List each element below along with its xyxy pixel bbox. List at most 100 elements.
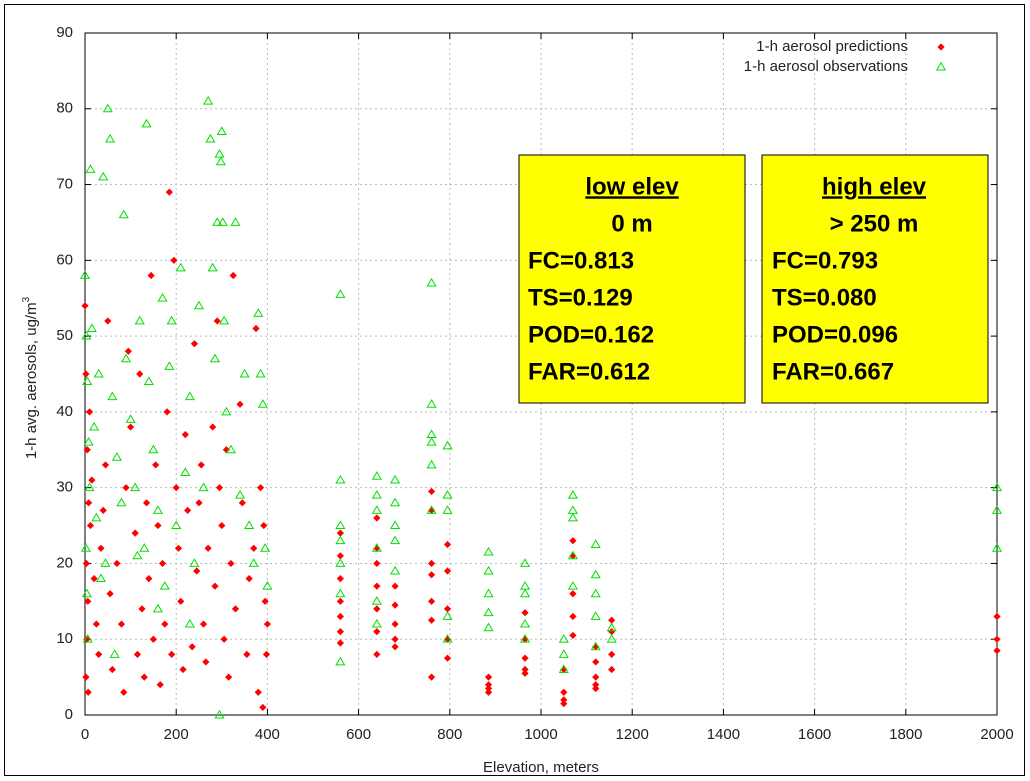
data-point [152, 603, 164, 613]
data-point [156, 681, 164, 689]
data-point [217, 217, 228, 226]
data-point [373, 582, 381, 590]
data-point [248, 558, 259, 567]
data-point [120, 353, 132, 363]
data-point [184, 618, 195, 628]
data-point [442, 440, 453, 450]
data-point [85, 408, 94, 416]
data-point [443, 605, 452, 613]
x-tick-label: 1800 [889, 726, 922, 743]
annotation-text: high elev [822, 173, 927, 200]
data-point [100, 558, 111, 567]
y-tick-label: 90 [56, 24, 73, 41]
data-point [592, 684, 600, 693]
data-point [521, 635, 529, 643]
x-tick-label: 1200 [616, 726, 649, 743]
data-point [373, 559, 381, 568]
data-point [608, 650, 616, 658]
data-point [426, 459, 437, 469]
data-point [107, 391, 118, 401]
data-point [215, 484, 224, 492]
annotation-text: > 250 m [830, 210, 919, 237]
data-point [521, 609, 529, 617]
data-point [239, 368, 250, 378]
x-tick-label: 1400 [707, 726, 740, 743]
data-point [390, 520, 401, 529]
data-point [99, 506, 107, 514]
data-point [245, 575, 253, 583]
annotation-box [761, 154, 989, 404]
data-point [231, 605, 240, 613]
data-point [154, 521, 162, 530]
y-axis-label-main: 1-h avg. aerosols, ug/m [23, 302, 40, 459]
data-point [427, 559, 436, 568]
y-tick-label: 40 [56, 403, 73, 420]
annotation-text: POD=0.162 [528, 321, 654, 348]
data-point [483, 622, 494, 632]
data-point [142, 499, 151, 507]
data-point [335, 588, 346, 598]
data-point [263, 620, 271, 628]
data-point [225, 444, 236, 454]
data-point [203, 96, 214, 105]
data-point [590, 539, 601, 548]
data-point [373, 544, 381, 552]
data-point [336, 552, 344, 560]
data-point [84, 482, 95, 492]
data-point [255, 368, 266, 378]
data-point [195, 499, 203, 507]
data-point [180, 467, 191, 476]
data-point [262, 580, 273, 590]
data-point [483, 588, 494, 598]
data-point [426, 505, 437, 514]
data-point [608, 665, 616, 674]
data-point [443, 654, 452, 662]
annotation-text: low elev [585, 173, 679, 200]
data-point [109, 649, 120, 658]
data-point [79, 270, 91, 279]
data-point [443, 540, 452, 549]
data-point [335, 535, 346, 545]
data-point [260, 521, 268, 530]
data-point [197, 461, 205, 469]
data-point [221, 406, 232, 416]
data-point [335, 474, 346, 484]
data-point [336, 612, 344, 621]
data-point [427, 571, 436, 579]
data-point [569, 537, 577, 545]
data-point [157, 293, 168, 302]
data-point [113, 559, 121, 568]
data-point [161, 620, 169, 628]
data-point [133, 650, 142, 658]
data-point [558, 649, 569, 658]
data-point [443, 635, 452, 643]
data-point [238, 499, 246, 507]
y-tick-label: 0 [65, 706, 73, 723]
data-point [134, 315, 145, 325]
data-point [118, 209, 129, 219]
data-point [159, 580, 170, 590]
y-tick-label: 10 [56, 630, 73, 647]
data-point [124, 347, 132, 355]
data-point [335, 558, 346, 567]
y-tick-label: 60 [56, 251, 73, 268]
data-point [179, 665, 187, 674]
data-point [86, 521, 95, 530]
data-point [252, 324, 260, 333]
data-point [140, 673, 148, 681]
data-point [188, 643, 196, 651]
data-point [225, 673, 233, 681]
x-tick-label: 200 [164, 726, 189, 743]
data-point [521, 665, 529, 674]
y-axis-label: 1-h avg. aerosols, ug/m3 [21, 296, 40, 459]
data-point [152, 505, 164, 514]
data-point [122, 484, 130, 492]
x-tick-label: 0 [81, 726, 89, 743]
data-point [98, 171, 109, 181]
data-point [138, 605, 146, 613]
data-point [371, 471, 382, 480]
annotation-text: FAR=0.612 [528, 358, 650, 385]
data-point [84, 597, 92, 605]
data-point [991, 482, 1003, 492]
data-point [335, 656, 346, 666]
